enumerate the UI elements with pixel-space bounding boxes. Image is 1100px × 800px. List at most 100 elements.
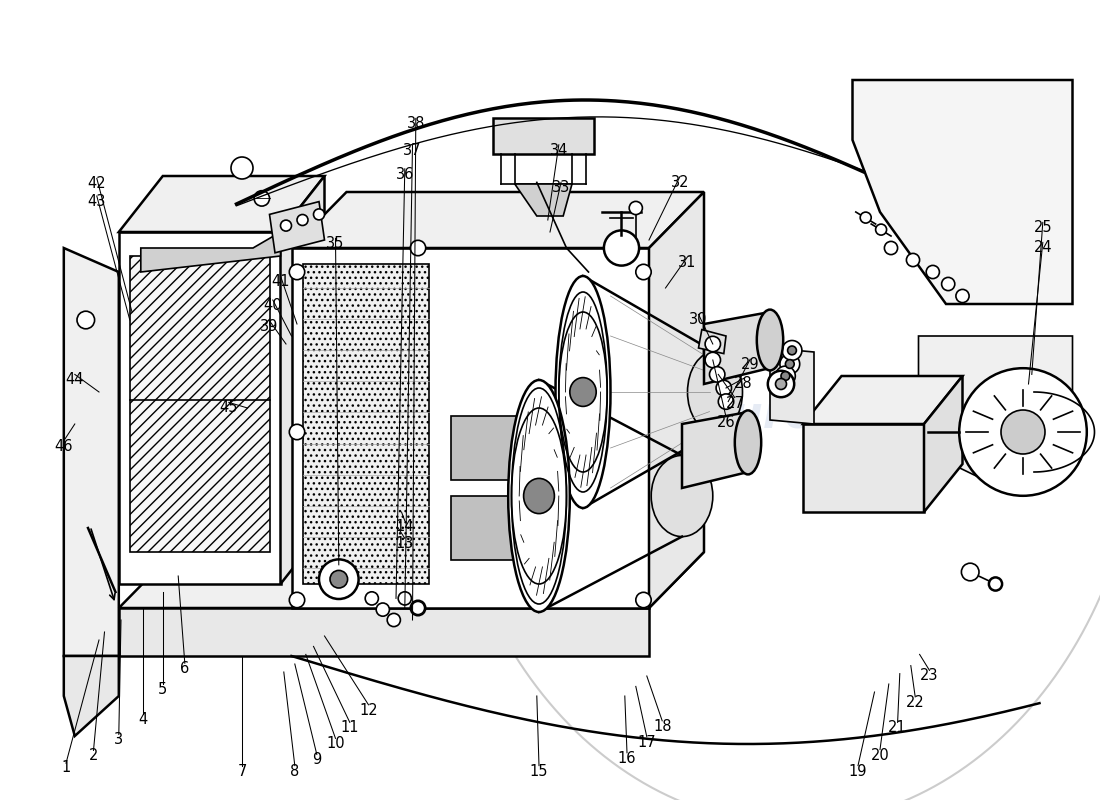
Text: 42: 42 [88,177,106,191]
Circle shape [314,209,324,220]
Text: 8: 8 [290,764,299,778]
Circle shape [297,214,308,226]
Polygon shape [270,202,324,253]
Text: 7: 7 [238,764,246,778]
Text: 39: 39 [261,319,278,334]
Circle shape [718,394,734,410]
Text: 22: 22 [905,695,925,710]
Text: 40: 40 [264,298,282,313]
Circle shape [710,366,725,382]
Circle shape [716,380,732,396]
Circle shape [289,264,305,280]
Polygon shape [292,192,704,248]
Text: 44: 44 [66,373,84,387]
Text: 15: 15 [530,764,548,778]
Text: 37: 37 [404,143,421,158]
Circle shape [788,346,796,354]
Ellipse shape [735,410,761,474]
Polygon shape [918,336,1072,480]
Circle shape [319,559,359,599]
Polygon shape [64,248,119,656]
Circle shape [629,202,642,214]
Polygon shape [924,376,962,512]
Polygon shape [451,496,561,560]
Text: 18: 18 [653,719,671,734]
Circle shape [410,240,426,256]
Circle shape [254,190,270,206]
Circle shape [876,224,887,235]
Ellipse shape [524,478,554,514]
Circle shape [860,212,871,223]
Circle shape [705,336,720,352]
Text: 17: 17 [638,735,656,750]
Text: 36: 36 [396,167,414,182]
Text: 5: 5 [158,682,167,697]
Circle shape [781,371,790,380]
Text: spares: spares [829,394,997,438]
Text: 1: 1 [62,761,70,775]
Polygon shape [119,552,704,608]
Text: 20: 20 [870,748,890,762]
Ellipse shape [757,310,783,370]
Text: 33: 33 [552,181,570,195]
Text: 3: 3 [114,733,123,747]
Circle shape [776,366,795,386]
Text: euro: euro [702,394,816,438]
Text: 26: 26 [717,415,735,430]
Polygon shape [280,176,324,584]
Circle shape [376,603,389,616]
Circle shape [705,352,720,368]
Circle shape [636,264,651,280]
Circle shape [942,278,955,290]
Polygon shape [292,248,649,608]
Polygon shape [698,330,726,354]
Circle shape [387,614,400,626]
Circle shape [906,254,920,266]
Text: 43: 43 [88,194,106,209]
Circle shape [926,266,939,278]
Polygon shape [493,118,594,154]
Text: 12: 12 [360,703,377,718]
Ellipse shape [508,380,570,612]
Text: 46: 46 [55,439,73,454]
Polygon shape [119,608,649,656]
Circle shape [959,368,1087,496]
Text: 27: 27 [725,396,745,410]
Polygon shape [451,416,561,480]
Text: 30: 30 [690,313,707,327]
Circle shape [398,592,411,605]
Text: 13: 13 [396,537,414,551]
Text: 11: 11 [341,721,359,735]
Text: 19: 19 [849,764,867,778]
Text: spares: spares [400,458,568,502]
Polygon shape [803,376,962,424]
Circle shape [989,578,1002,590]
Polygon shape [64,656,119,736]
Text: 14: 14 [396,519,414,534]
Circle shape [289,424,305,440]
Circle shape [780,354,800,374]
Polygon shape [515,184,572,216]
Text: 9: 9 [312,753,321,767]
Text: 41: 41 [272,274,289,289]
Circle shape [280,220,292,231]
Ellipse shape [651,455,713,537]
Circle shape [1001,410,1045,454]
Text: 16: 16 [618,751,636,766]
Ellipse shape [556,276,610,508]
Circle shape [956,290,969,302]
Polygon shape [119,176,324,232]
Text: 28: 28 [735,377,752,391]
Ellipse shape [688,351,742,433]
Circle shape [884,242,898,254]
Polygon shape [770,348,814,424]
Text: 25: 25 [1034,221,1052,235]
Circle shape [410,600,426,616]
Circle shape [365,592,378,605]
Polygon shape [119,232,280,584]
Text: 31: 31 [679,255,696,270]
Circle shape [636,592,651,608]
Ellipse shape [570,378,596,406]
Polygon shape [141,232,280,272]
Circle shape [604,230,639,266]
